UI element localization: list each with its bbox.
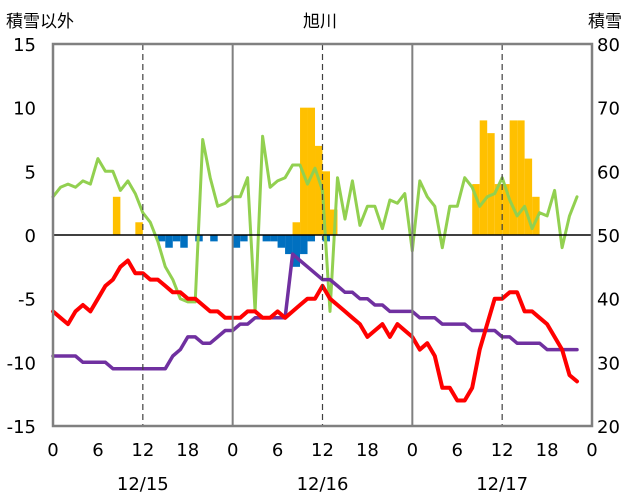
left-tick-label: 5 (25, 162, 36, 183)
snow-decrease-bar (262, 235, 271, 242)
snow-decrease-bar (307, 235, 316, 242)
right-tick-label: 50 (597, 226, 620, 247)
right-tick-label: 20 (597, 417, 620, 438)
right-tick-label: 60 (597, 162, 620, 183)
x-tick-label: 0 (47, 440, 58, 461)
snow-increase-bar (509, 120, 518, 235)
x-tick-label: 18 (536, 440, 559, 461)
snow-decrease-bar (270, 235, 278, 242)
left-tick-label: 15 (13, 35, 36, 56)
snow-decrease-bar (300, 235, 308, 255)
snow-increase-bar (479, 120, 488, 235)
right-tick-label: 30 (597, 353, 620, 374)
snow-decrease-bar (277, 235, 286, 248)
snow-increase-bar (307, 107, 316, 235)
right-tick-label: 80 (597, 35, 620, 56)
x-tick-label: 6 (92, 440, 103, 461)
snow-decrease-bar (285, 235, 293, 255)
snow-increase-bar (135, 222, 143, 235)
left-tick-label: -10 (7, 353, 36, 374)
date-label: 12/15 (117, 474, 169, 495)
snow-increase-bar (494, 184, 503, 235)
snow-increase-bar (487, 133, 495, 235)
snow-decrease-bar (180, 235, 188, 248)
x-tick-label: 12 (311, 440, 334, 461)
snow-increase-bar (472, 184, 480, 235)
x-tick-label: 0 (407, 440, 418, 461)
snow-decrease-bar (157, 235, 166, 242)
left-axis-label: 積雪以外 (6, 12, 74, 32)
red-series-line (51, 258, 579, 403)
purple-series-line (51, 252, 579, 371)
snow-depth-line (51, 134, 579, 313)
x-tick-label: 0 (227, 440, 238, 461)
snow-increase-bar (524, 158, 533, 235)
snow-decrease-bar (165, 235, 173, 248)
right-tick-label: 70 (597, 99, 620, 120)
left-tick-label: -15 (7, 417, 36, 438)
snow-decrease-bar (210, 235, 218, 242)
snow-increase-bar (315, 145, 323, 235)
x-tick-label: 0 (586, 440, 597, 461)
snow-increase-bar (112, 196, 121, 235)
snow-increase-bar (502, 184, 510, 235)
x-tick-label: 6 (272, 440, 283, 461)
x-tick-label: 12 (131, 440, 154, 461)
snow-increase-bar (532, 196, 540, 235)
x-tick-label: 18 (176, 440, 199, 461)
date-label: 12/17 (476, 474, 528, 495)
plot-border (51, 42, 594, 428)
snow-increase-bar (517, 120, 525, 235)
date-label: 12/16 (297, 474, 349, 495)
right-tick-label: 40 (597, 290, 620, 311)
right-axis-label: 積雪 (588, 12, 622, 32)
left-tick-label: 10 (13, 99, 36, 120)
chart-title: 旭川 (303, 12, 337, 32)
snow-increase-bar (292, 222, 301, 235)
x-tick-label: 6 (452, 440, 463, 461)
plot-frame (51, 42, 594, 428)
snow-decrease-bar (172, 235, 181, 242)
snow-decrease-bar (292, 235, 301, 267)
left-tick-label: -5 (18, 290, 36, 311)
snow-increase-bar (322, 171, 330, 235)
series-lines (51, 134, 579, 403)
snow-decrease-bar (232, 235, 241, 248)
left-tick-label: 0 (25, 226, 36, 247)
snow-decrease-bar (240, 235, 248, 242)
x-tick-label: 18 (356, 440, 379, 461)
x-tick-label: 12 (491, 440, 514, 461)
